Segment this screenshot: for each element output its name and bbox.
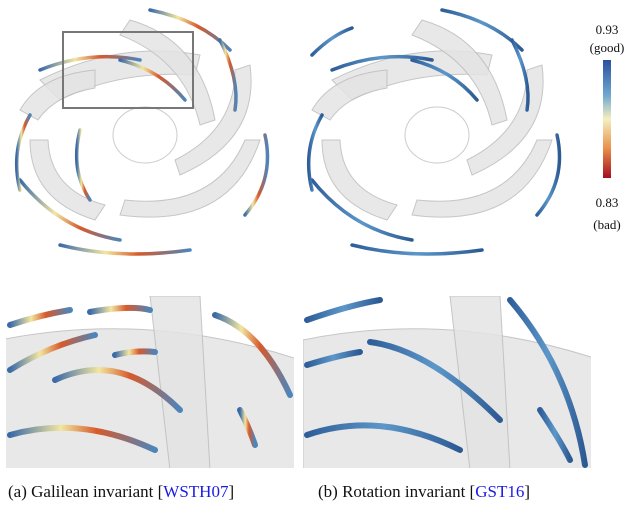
colorbar-top-label: (good) <box>590 40 625 55</box>
colorbar-top-value: 0.93 <box>596 22 619 37</box>
colorbar-bottom-label: (bad) <box>593 217 620 232</box>
colorbar: 0.93 (good) 0.83 (bad) <box>590 22 625 232</box>
caption-b: (b) Rotation invariant [GST16] <box>318 482 530 501</box>
figure-canvas: 0.93 (good) 0.83 (bad) <box>0 0 627 508</box>
colorbar-bottom-value: 0.83 <box>596 195 619 210</box>
render-rotation <box>309 10 560 254</box>
caption-a: (a) Galilean invariant [WSTH07] <box>8 482 234 501</box>
citation[interactable]: GST16 <box>475 482 524 501</box>
citation[interactable]: WSTH07 <box>163 482 229 501</box>
figure: 0.93 (good) 0.83 (bad) <box>0 0 627 508</box>
zoom-rotation <box>303 296 600 470</box>
colorbar-ramp <box>603 60 611 178</box>
zoom-galilean <box>0 296 300 470</box>
render-galilean <box>17 10 268 254</box>
